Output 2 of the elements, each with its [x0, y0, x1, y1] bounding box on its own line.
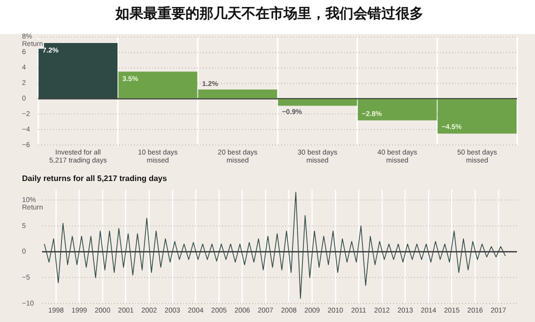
chart-title: 如果最重要的那几天不在市场里，我们会错过很多 — [114, 5, 424, 22]
chart-title: Daily returns for all 5,217 trading days — [22, 174, 168, 184]
